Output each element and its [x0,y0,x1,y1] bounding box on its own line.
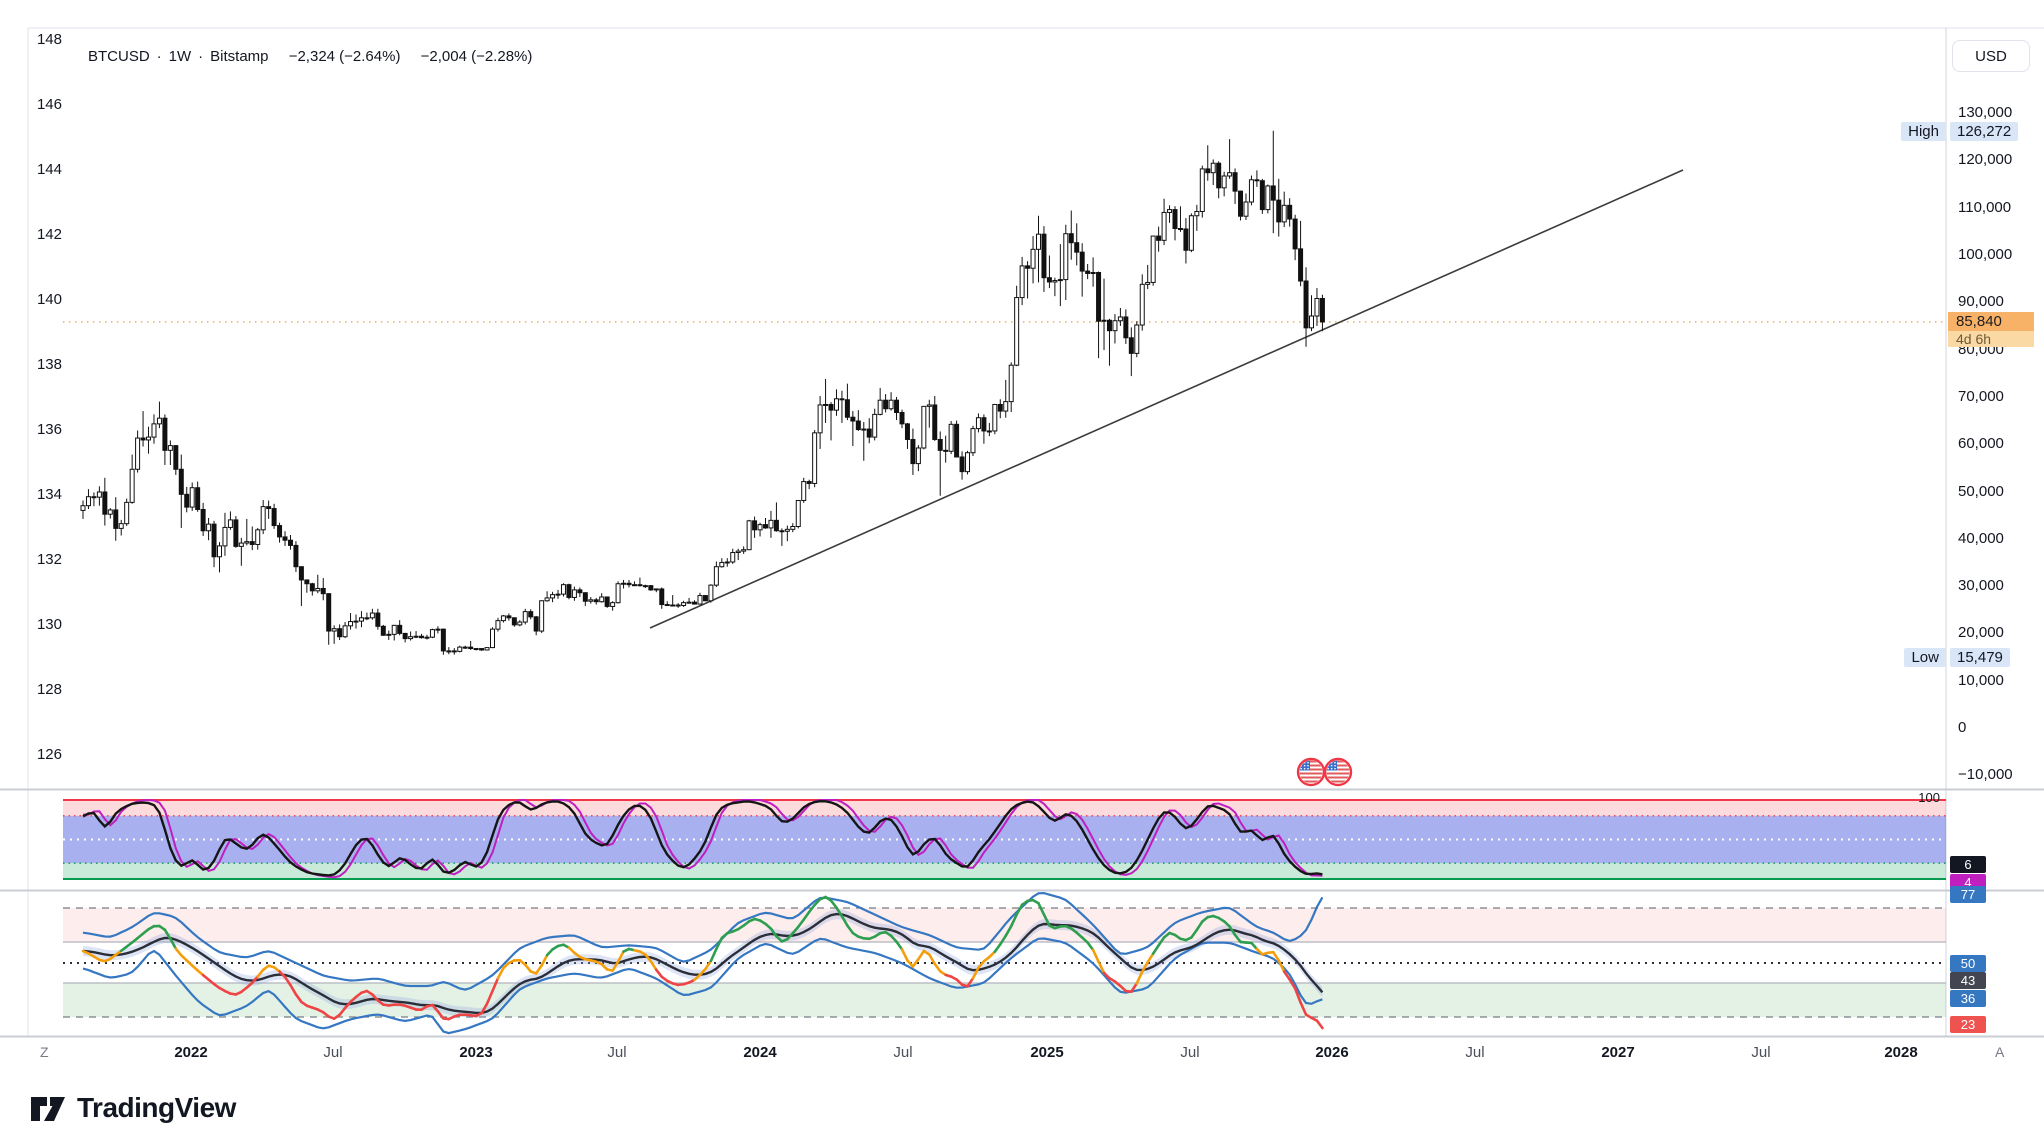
trendline-drawing[interactable] [649,169,1684,629]
time-scale-label: Jul [323,1044,343,1061]
right-scale-label: 70,000 [1958,387,2004,405]
left-scale-label: 148 [36,31,62,48]
right-scale-label: 30,000 [1958,577,2004,595]
tradingview-logo-text: TradingView [77,1092,236,1123]
right-scale-label: 130,000 [1958,104,2013,122]
right-scale-label: 120,000 [1958,151,2013,169]
low-value: 15,479 [1950,648,2010,667]
time-scale-label: Jul [1751,1044,1771,1061]
time-scale-label: Jul [607,1044,627,1061]
oscillator2-value-badge: 36 [1950,990,1986,1008]
low-badge: Low [1904,648,1946,667]
oscillator1-max-label: 100 [1918,790,1940,805]
time-scale-label: 2027 [1601,1044,1635,1061]
bar-countdown: 4d 6h [1948,331,2034,347]
high-value: 126,272 [1950,122,2019,141]
right-scale-label: 40,000 [1958,529,2004,547]
currency-button[interactable]: USD [1952,40,2030,72]
timezone-button[interactable]: Z [40,1044,49,1060]
right-scale-label: 90,000 [1958,293,2004,311]
interval-label[interactable]: 1W [168,48,192,65]
time-scale-label: 2028 [1884,1044,1918,1061]
right-scale-label: 20,000 [1958,624,2004,642]
left-scale-label: 134 [36,486,62,503]
time-scale-label: 2023 [459,1044,493,1061]
low-label: Low [1904,648,1946,667]
right-scale-label: 0 [1958,719,1967,736]
exchange-label: Bitstamp [210,48,269,65]
oscillator2-value-badge: 43 [1950,972,1986,990]
tradingview-logo[interactable]: TradingView [28,1088,236,1128]
low-value-badge: 15,479 [1950,648,2010,667]
high-badge: High [1901,122,1946,141]
rsi-ma-line[interactable] [82,912,1324,1015]
us-flag-event-icon[interactable] [1323,757,1353,787]
left-scale-label: 130 [36,616,62,633]
right-scale-label: 60,000 [1958,435,2004,453]
left-scale-label: 138 [36,356,62,373]
right-scale-label: 100,000 [1958,246,2013,263]
auto-scale-button[interactable]: A [1995,1044,2005,1060]
time-scale-label: 2024 [743,1044,777,1061]
oscillator2-value-badge: 77 [1950,885,1986,903]
stoch-k-line[interactable] [82,799,1323,877]
right-scale-label: 50,000 [1958,482,2004,500]
left-scale-label: 146 [36,96,62,113]
left-scale-label: 128 [36,681,62,698]
rsi-colored-line[interactable] [81,895,1324,1030]
left-scale-label: 144 [36,161,62,178]
time-scale-label: Jul [1180,1044,1200,1061]
left-scale-label: 136 [36,421,62,438]
chart-legend[interactable]: BTCUSD · 1W · Bitstamp −2,324 (−2.64%) −2,00… [88,48,533,65]
time-scale-label: Jul [893,1044,913,1061]
time-scale-label: 2022 [174,1044,208,1061]
change-value-1: −2,324 (−2.64%) [288,48,401,65]
right-scale-label: 10,000 [1958,671,2004,689]
right-scale-label: −10,000 [1958,766,2013,784]
oscillator2-value-badge: 23 [1950,1016,1986,1033]
stoch-k-value-badge: 6 [1950,856,1986,873]
left-scale-label: 132 [36,551,62,568]
lower-band-line[interactable] [82,937,1323,1035]
symbol-name[interactable]: BTCUSD [88,48,150,65]
left-scale-label: 140 [36,291,62,308]
tradingview-logo-icon [31,1097,65,1121]
left-scale-label: 126 [36,746,62,763]
us-flag-event-icon[interactable] [1296,757,1326,787]
right-scale-label: 110,000 [1958,198,2012,216]
upper-band-line[interactable] [82,891,1324,991]
high-value-badge: 126,272 [1950,122,2019,141]
left-scale-label: 142 [36,226,62,243]
time-scale-label: Jul [1465,1044,1485,1061]
last-price-badge: 85,840 4d 6h [1948,312,2034,347]
change-value-2: −2,004 (−2.28%) [420,48,533,65]
last-price-value: 85,840 [1948,312,2034,331]
time-scale-label: 2026 [1315,1044,1349,1061]
time-scale-label: 2025 [1030,1044,1064,1061]
high-label: High [1901,122,1946,141]
oscillator2-value-badge: 50 [1950,954,1986,972]
candle-series [80,130,1325,655]
